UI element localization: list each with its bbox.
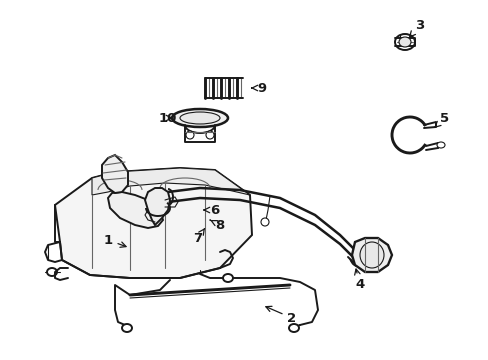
Text: 1: 1 [103,234,126,247]
Text: 8: 8 [210,219,224,231]
Ellipse shape [223,274,232,282]
Polygon shape [108,192,163,228]
Text: 9: 9 [251,81,266,95]
Ellipse shape [180,112,220,124]
Ellipse shape [172,109,227,127]
Ellipse shape [185,131,194,139]
Text: 7: 7 [193,229,204,244]
Ellipse shape [398,37,410,47]
Polygon shape [351,238,391,272]
Ellipse shape [359,242,383,268]
Text: 4: 4 [354,269,364,292]
Polygon shape [102,155,128,193]
Ellipse shape [122,324,132,332]
Polygon shape [145,188,170,225]
Polygon shape [92,168,249,195]
Ellipse shape [436,142,444,148]
Polygon shape [55,168,251,278]
Ellipse shape [394,34,414,50]
Ellipse shape [205,131,214,139]
Ellipse shape [288,324,298,332]
Text: 6: 6 [203,203,219,216]
Text: 5: 5 [434,112,448,127]
Text: 2: 2 [265,306,296,324]
Ellipse shape [47,268,57,276]
Text: 3: 3 [409,18,424,37]
Ellipse shape [261,218,268,226]
Text: 10: 10 [159,112,177,125]
